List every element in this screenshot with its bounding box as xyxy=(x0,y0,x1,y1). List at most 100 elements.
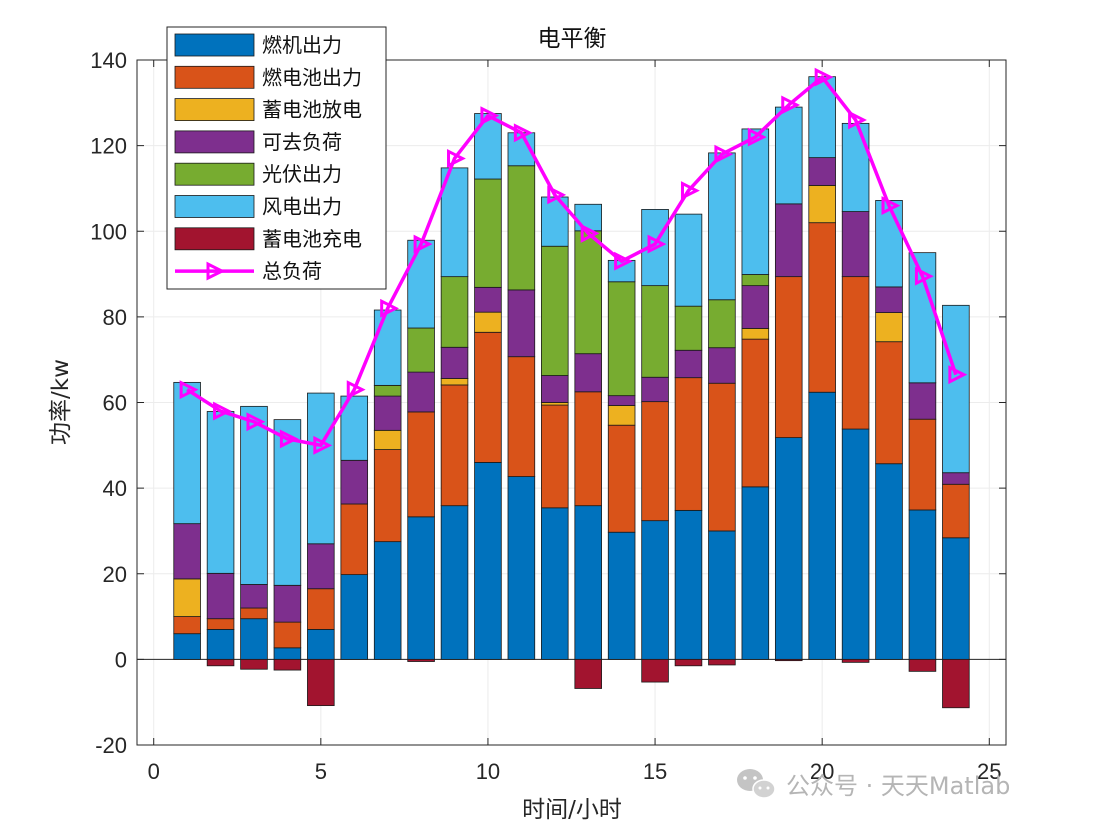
total-load-marker xyxy=(179,380,199,400)
total-load-marker xyxy=(680,181,700,201)
legend-label: 蓄电池放电 xyxy=(262,98,362,122)
bar-segment xyxy=(708,299,736,349)
total-load-marker xyxy=(614,251,633,271)
bar-segment xyxy=(206,658,235,667)
total-load-marker xyxy=(714,144,734,164)
bar-segment xyxy=(942,658,970,709)
bar-segment xyxy=(741,486,770,660)
bar-segment xyxy=(908,382,937,420)
bar-segment xyxy=(307,588,335,630)
bar-segment xyxy=(841,658,870,663)
total-load-marker xyxy=(380,298,400,318)
bar-segment xyxy=(875,286,903,313)
bar-segment xyxy=(541,245,569,376)
y-tick-label: 0 xyxy=(115,647,127,672)
bar-segment xyxy=(541,507,569,660)
x-tick-label: 25 xyxy=(977,759,1001,784)
legend-label: 风电出力 xyxy=(262,195,342,219)
bar-segment xyxy=(607,424,636,533)
bar-segment xyxy=(708,530,736,660)
bar-segment xyxy=(507,289,536,358)
bar-segment xyxy=(741,328,770,340)
bar-segment xyxy=(474,462,502,660)
legend-label: 蓄电池充电 xyxy=(262,227,362,251)
bar-segment xyxy=(240,584,268,609)
bar-segment xyxy=(574,203,602,232)
bar-segment xyxy=(340,574,369,660)
bar-segment xyxy=(674,658,703,667)
bar-segment xyxy=(240,607,268,620)
bar-segment xyxy=(240,405,268,585)
bar-segment xyxy=(474,311,502,333)
total-load-marker xyxy=(413,234,433,254)
legend-item: 燃机出力 xyxy=(174,33,342,57)
bar-segment xyxy=(373,541,402,660)
bar-segment xyxy=(641,658,669,683)
bar-segment xyxy=(875,200,903,288)
total-load-line xyxy=(179,67,968,455)
bar-segment xyxy=(708,152,736,301)
legend-item: 总负荷 xyxy=(175,259,322,283)
legend-item: 蓄电池充电 xyxy=(174,227,362,251)
bars xyxy=(173,76,970,709)
legend-swatch xyxy=(174,98,255,121)
bar-segment xyxy=(641,376,669,403)
total-load-marker xyxy=(346,380,366,400)
legend-item: 光伏出力 xyxy=(174,162,342,186)
x-tick-labels: 0 5 10 15 20 25 xyxy=(148,759,1002,784)
bar-segment xyxy=(875,312,903,343)
total-load-marker xyxy=(948,365,968,385)
total-load-marker xyxy=(480,106,500,126)
bar-segment xyxy=(674,509,703,660)
legend-marker xyxy=(206,261,226,281)
total-load-marker xyxy=(547,185,567,205)
bar-segment xyxy=(774,106,803,205)
x-tick-label: 15 xyxy=(643,759,667,784)
bar-segment xyxy=(908,658,937,672)
bar-segment xyxy=(440,346,469,379)
bar-segment xyxy=(741,128,770,275)
bar-segment xyxy=(474,331,502,463)
x-tick-label: 10 xyxy=(476,759,500,784)
total-load-marker xyxy=(747,127,767,147)
bar-segment xyxy=(373,449,402,543)
bar-segment xyxy=(340,459,369,505)
bar-segment xyxy=(407,371,435,413)
bar-segment xyxy=(373,309,402,386)
bar-segment xyxy=(273,647,302,660)
bar-segment xyxy=(507,165,536,291)
bar-segment xyxy=(574,658,602,689)
bar-segment xyxy=(641,520,669,660)
bar-segment xyxy=(607,395,636,406)
total-load-marker xyxy=(313,435,333,455)
bar-segment xyxy=(808,222,836,393)
legend-label: 燃电池出力 xyxy=(262,65,362,89)
legend-swatch xyxy=(174,162,255,186)
total-load-marker xyxy=(914,266,934,286)
bar-segment xyxy=(841,276,870,430)
bar-segment xyxy=(440,378,469,386)
y-tick-label: 100 xyxy=(90,219,127,244)
bar-segment xyxy=(908,418,937,511)
bar-segment xyxy=(407,239,435,329)
legend-item: 风电出力 xyxy=(174,195,342,219)
bar-segment xyxy=(474,113,502,180)
total-load-marker xyxy=(580,223,600,243)
y-tick-label: 60 xyxy=(103,391,127,416)
bar-segment xyxy=(942,483,970,539)
bar-segment xyxy=(708,658,736,666)
y-tick-label: 80 xyxy=(103,305,127,330)
bar-segment xyxy=(173,578,201,617)
bar-segment xyxy=(942,537,970,660)
bar-segment xyxy=(741,285,770,329)
bar-segment xyxy=(875,463,903,660)
bar-segment xyxy=(741,338,770,488)
bar-segment xyxy=(373,384,402,397)
y-tick-label: 20 xyxy=(103,562,127,587)
bar-segment xyxy=(173,523,201,580)
bar-segment xyxy=(307,629,335,660)
bar-segment xyxy=(574,505,602,660)
x-tick-label: 5 xyxy=(315,759,327,784)
total-load-marker xyxy=(447,149,466,168)
